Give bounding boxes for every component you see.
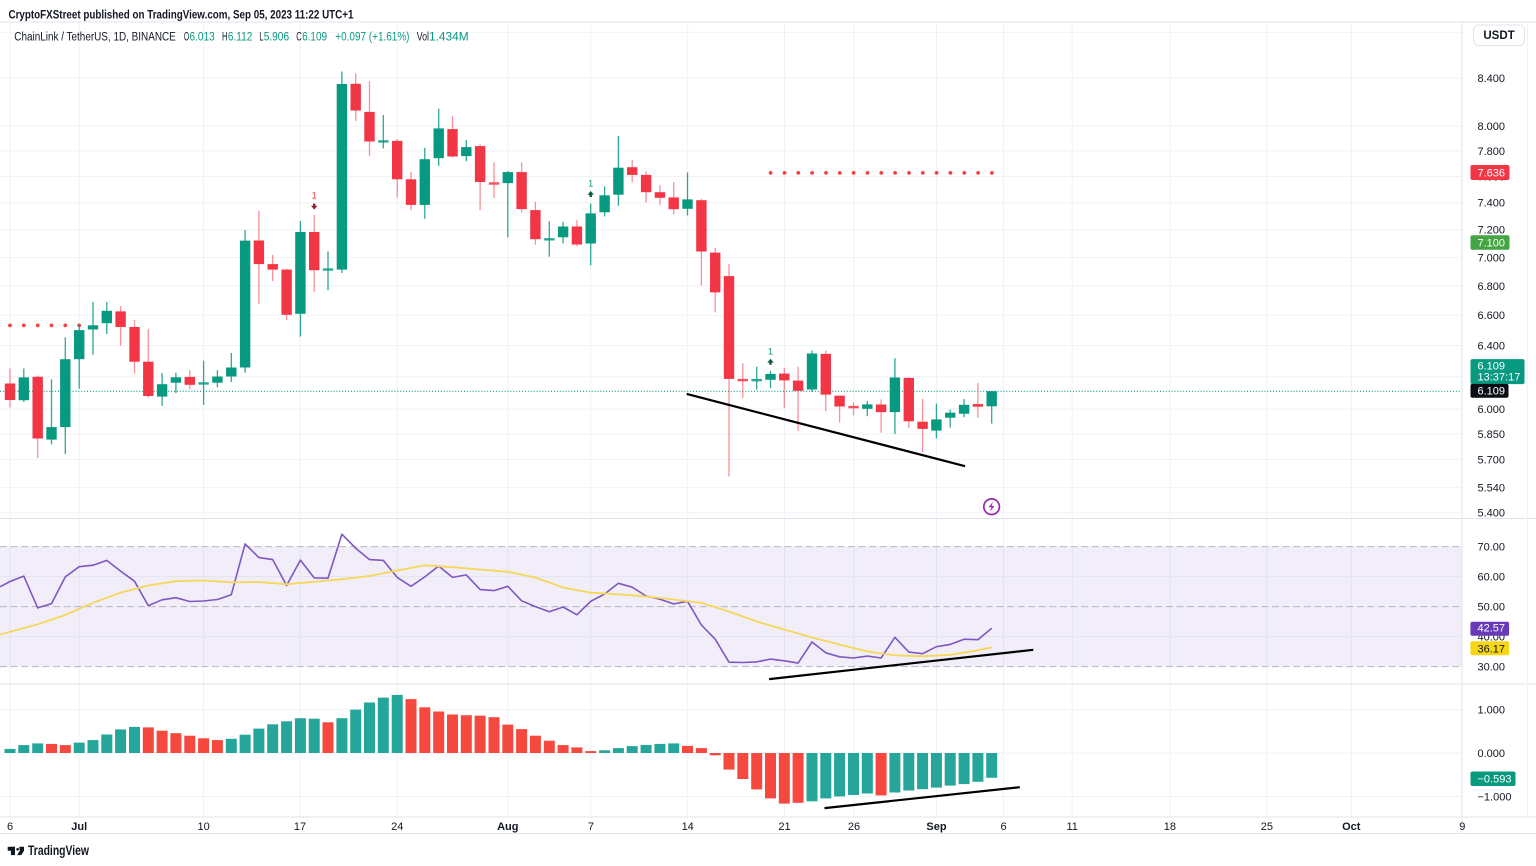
svg-text:50.00: 50.00 <box>1478 602 1506 614</box>
svg-text:7: 7 <box>588 821 594 833</box>
svg-text:8.400: 8.400 <box>1478 73 1506 85</box>
svg-text:10: 10 <box>197 821 209 833</box>
svg-text:CryptoFXStreet published on Tr: CryptoFXStreet published on TradingView.… <box>9 10 355 22</box>
svg-text:7.000: 7.000 <box>1478 252 1506 264</box>
svg-text:7.400: 7.400 <box>1478 198 1506 210</box>
svg-text:13:37:17: 13:37:17 <box>1478 372 1521 384</box>
svg-text:6.600: 6.600 <box>1478 310 1506 322</box>
svg-text:−0.593: −0.593 <box>1478 774 1512 786</box>
svg-text:70.00: 70.00 <box>1478 542 1506 554</box>
svg-text:0.000: 0.000 <box>1478 748 1506 760</box>
svg-text:1.000: 1.000 <box>1478 704 1506 716</box>
svg-text:24: 24 <box>391 821 403 833</box>
svg-text:7.100: 7.100 <box>1478 237 1506 249</box>
svg-text:26: 26 <box>848 821 860 833</box>
svg-text:5.540: 5.540 <box>1478 482 1506 494</box>
svg-text:Oct: Oct <box>1342 821 1361 833</box>
svg-text:5.850: 5.850 <box>1478 429 1506 441</box>
svg-text:1: 1 <box>312 191 317 202</box>
svg-text:17: 17 <box>294 821 306 833</box>
svg-text:6.000: 6.000 <box>1478 404 1506 416</box>
svg-text:60.00: 60.00 <box>1478 572 1506 584</box>
svg-text:42.57: 42.57 <box>1478 622 1506 634</box>
svg-text:ChainLink / TetherUS, 1D, BINA: ChainLink / TetherUS, 1D, BINANCE O6.013 H… <box>14 32 468 44</box>
svg-text:TradingView: TradingView <box>28 843 89 858</box>
svg-text:6.800: 6.800 <box>1478 281 1506 293</box>
svg-text:11: 11 <box>1066 821 1077 833</box>
svg-text:8.000: 8.000 <box>1478 121 1506 133</box>
svg-text:1: 1 <box>768 347 773 358</box>
svg-text:−1.000: −1.000 <box>1478 791 1512 803</box>
svg-text:18: 18 <box>1164 821 1176 833</box>
svg-text:1: 1 <box>588 179 593 190</box>
svg-text:Sep: Sep <box>926 821 946 833</box>
svg-text:USDT: USDT <box>1483 30 1514 42</box>
svg-text:5.400: 5.400 <box>1478 508 1506 520</box>
svg-text:25: 25 <box>1261 821 1273 833</box>
svg-text:6.400: 6.400 <box>1478 340 1506 352</box>
svg-text:6: 6 <box>7 821 13 833</box>
svg-text:7.200: 7.200 <box>1478 225 1506 237</box>
svg-text:6.109: 6.109 <box>1478 360 1506 372</box>
svg-text:36.17: 36.17 <box>1478 643 1506 655</box>
svg-text:6.109: 6.109 <box>1478 386 1506 398</box>
svg-text:14: 14 <box>682 821 694 833</box>
svg-text:30.00: 30.00 <box>1478 662 1506 674</box>
svg-text:Aug: Aug <box>497 821 518 833</box>
svg-text:21: 21 <box>778 821 790 833</box>
svg-text:6: 6 <box>1000 821 1006 833</box>
svg-text:5.700: 5.700 <box>1478 454 1506 466</box>
svg-text:Jul: Jul <box>71 821 87 833</box>
svg-text:9: 9 <box>1459 821 1465 833</box>
svg-text:7.800: 7.800 <box>1478 146 1506 158</box>
svg-text:7.636: 7.636 <box>1478 167 1506 179</box>
